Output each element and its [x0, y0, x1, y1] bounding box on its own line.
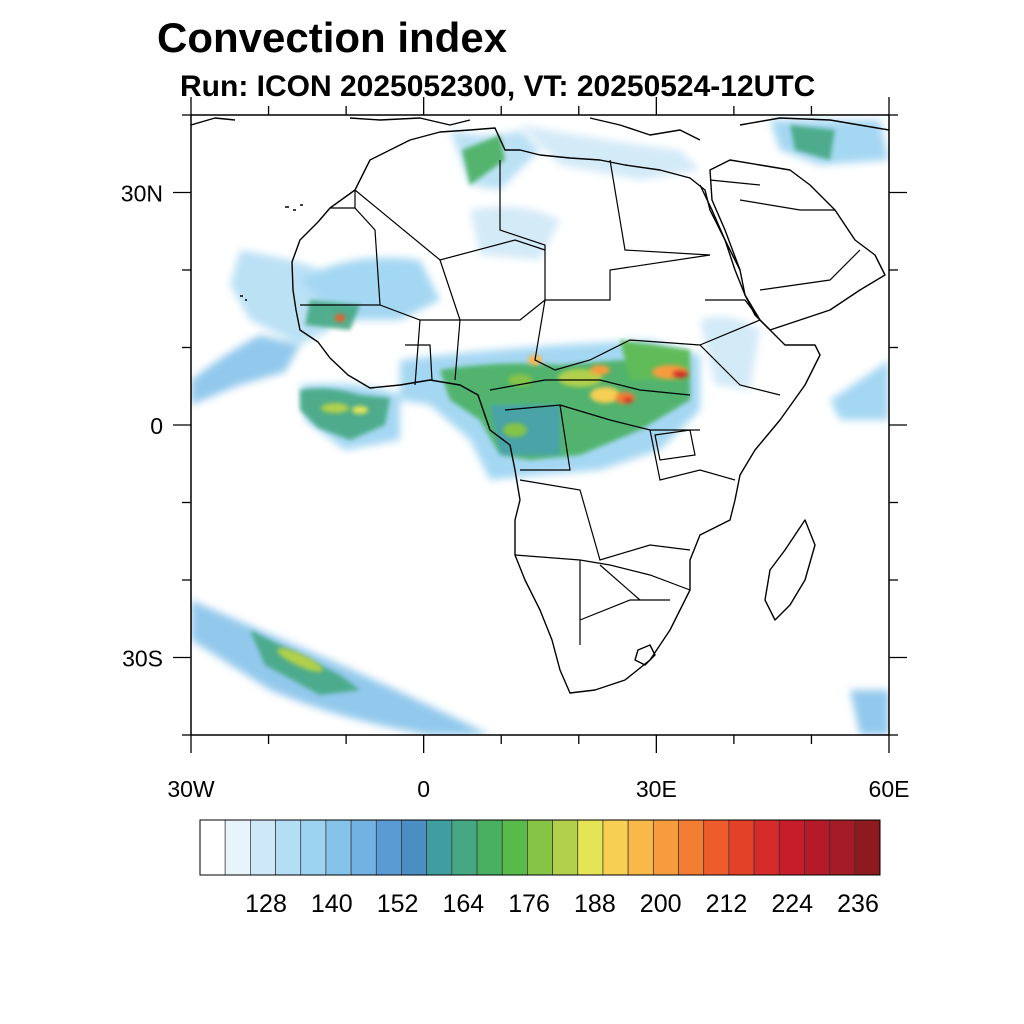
- colorbar: 128 140 152 164 176 188 200 212 224 236: [199, 819, 881, 918]
- colorbar-swatch: [300, 819, 327, 876]
- colorbar-swatch: [250, 819, 276, 876]
- colorbar-swatch: [627, 819, 654, 876]
- colorbar-swatch: [476, 819, 503, 876]
- colorbar-swatch: [829, 819, 856, 876]
- colorbar-swatch: [375, 819, 402, 876]
- colorbar-swatch: [804, 819, 830, 876]
- colorbar-swatch: [401, 819, 428, 876]
- plot-subtitle: Run: ICON 2025052300, VT: 20250524-12UTC: [180, 70, 816, 103]
- colorbar-label: 140: [311, 890, 353, 918]
- lon-label: 30W: [167, 776, 215, 802]
- lon-label: 60E: [869, 776, 910, 802]
- lon-label: 30E: [636, 776, 677, 802]
- colorbar-frame: [199, 819, 881, 876]
- colorbar-swatch: [224, 819, 251, 876]
- colorbar-swatch: [728, 819, 755, 876]
- colorbar-swatch: [350, 819, 377, 876]
- colorbar-label: 236: [837, 890, 879, 918]
- colorbar-label: 176: [508, 890, 550, 918]
- coastlines: [191, 117, 889, 694]
- colorbar-swatch: [602, 819, 629, 876]
- colorbar-swatch: [199, 819, 226, 876]
- colorbar-swatch: [854, 819, 881, 876]
- colorbar-swatch: [325, 819, 352, 876]
- colorbar-label: 128: [245, 890, 287, 918]
- colorbar-swatch: [527, 819, 553, 876]
- colorbar-swatch: [275, 819, 302, 876]
- colorbar-swatch: [552, 819, 579, 876]
- lat-label: 0: [150, 413, 163, 439]
- colorbar-swatch: [577, 819, 604, 876]
- map-plot-area: [191, 115, 889, 735]
- colorbar-swatch: [678, 819, 705, 876]
- lon-label: 0: [417, 776, 430, 802]
- colorbar-label: 200: [640, 890, 682, 918]
- colorbar-label: 152: [377, 890, 419, 918]
- colorbar-label: 188: [574, 890, 616, 918]
- country-borders: [300, 159, 861, 645]
- colorbar-swatch: [778, 819, 805, 876]
- colorbar-label: 164: [442, 890, 484, 918]
- colorbar-swatch: [652, 819, 679, 876]
- lat-label: 30S: [122, 646, 163, 672]
- colorbar-label: 212: [706, 890, 748, 918]
- plot-title: Convection index: [157, 14, 508, 61]
- map-axes: 30W 0 30E 60E 30N 0 30S: [121, 97, 910, 802]
- colorbar-label: 224: [771, 890, 813, 918]
- colorbar-swatch: [703, 819, 730, 876]
- convection-field: [191, 120, 889, 735]
- colorbar-swatch: [451, 819, 478, 876]
- lat-label: 30N: [121, 181, 163, 207]
- colorbar-swatch: [426, 819, 453, 876]
- colorbar-swatch: [501, 819, 528, 876]
- colorbar-swatch: [753, 819, 780, 876]
